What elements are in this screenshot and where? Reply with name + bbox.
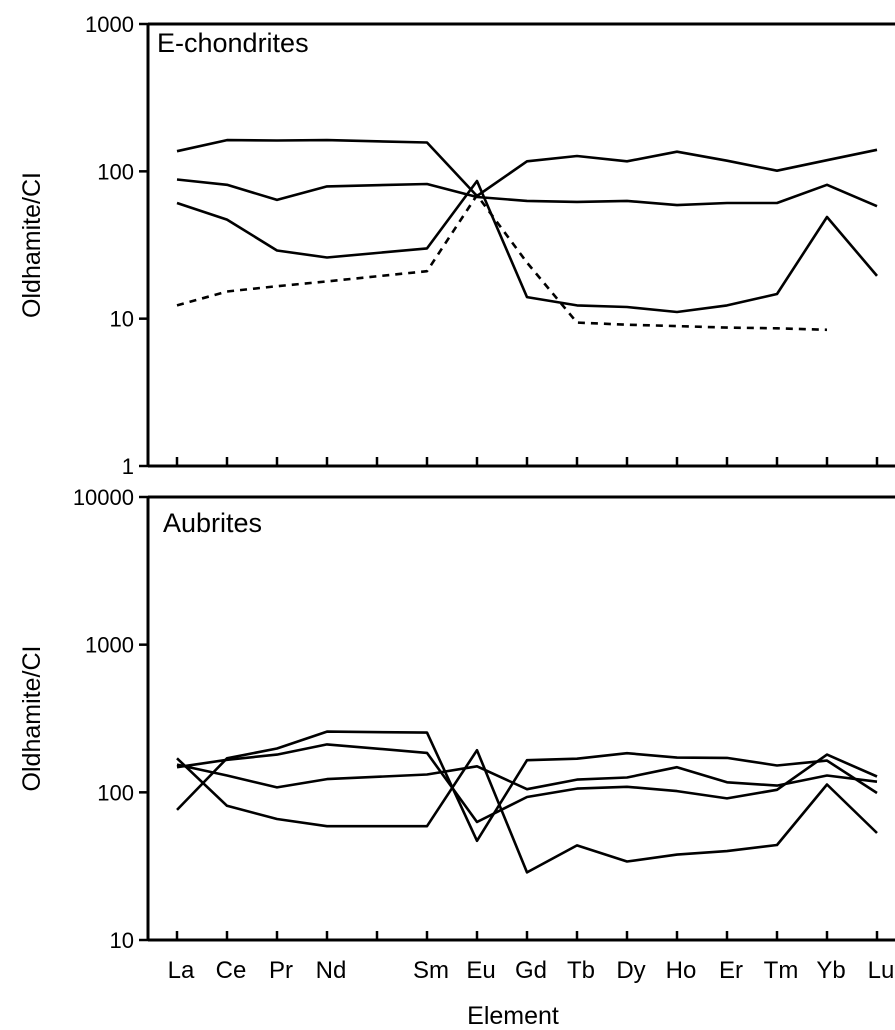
x-tick-label: Lu [868,957,895,984]
series-line-2 [176,178,878,208]
y-axis-title: Oldhamite/CI [18,172,46,318]
aubrites-panel: 10 100 1000 10000 Aubrites Oldhamite/CI La Ce Pr… [18,485,895,984]
series-line-2 [176,743,878,824]
e-chondrites-panel: 1 10 100 1000 E-chondrites Oldhamite/CI [18,12,895,479]
y-tick-label: 100 [97,780,134,805]
y-tick-label: 1000 [85,12,134,37]
panel-label: Aubrites [163,508,262,538]
y-axis-title: Oldhamite/CI [18,646,46,792]
series-line-3 [176,179,878,314]
x-tick-label: Gd [515,957,547,984]
y-tick-label: 10 [110,928,134,953]
series-line-1 [176,138,878,198]
x-tick-label: Er [719,957,743,984]
x-tick-label: Pr [269,957,293,984]
x-tick-label: Ho [666,957,697,984]
y-tick-label: 100 [97,159,134,184]
series-line-1 [176,730,878,843]
panel-label: E-chondrites [157,28,309,58]
series-line-3 [176,748,878,874]
series-line-4 [176,193,828,332]
x-tick-label: Sm [413,957,449,984]
x-tick-label: Nd [316,957,347,984]
x-tick-label: Tm [764,957,799,984]
x-tick-label: Yb [816,957,845,984]
y-tick-label: 1000 [85,633,134,658]
y-tick-label: 1 [122,454,134,479]
x-tick-label: Tb [567,957,595,984]
x-tick-label: La [168,957,195,984]
y-tick-label: 10000 [73,485,134,510]
x-tick-label: Dy [616,957,645,984]
x-axis-title: Element [467,1002,559,1030]
x-tick-label: Eu [466,957,495,984]
series-line-4 [176,763,878,791]
x-tick-label: Ce [216,957,247,984]
y-tick-label: 10 [110,307,134,332]
